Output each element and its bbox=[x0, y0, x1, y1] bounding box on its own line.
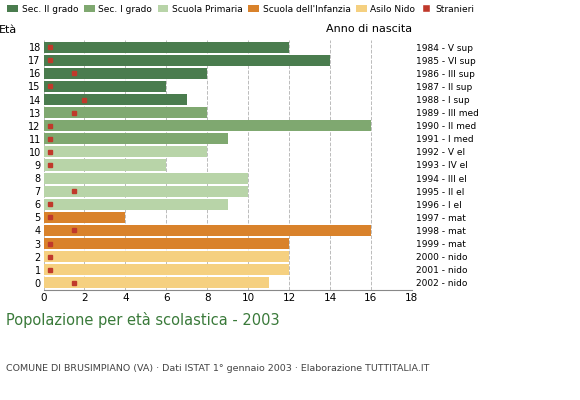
Text: Anno di nascita: Anno di nascita bbox=[326, 24, 412, 34]
Bar bbox=[44, 238, 289, 249]
Bar bbox=[44, 68, 207, 79]
Bar bbox=[44, 212, 125, 223]
Bar bbox=[44, 186, 248, 197]
Bar bbox=[44, 251, 289, 262]
Bar bbox=[44, 120, 371, 131]
Bar bbox=[44, 55, 330, 66]
Bar bbox=[44, 94, 187, 105]
Bar bbox=[44, 199, 227, 210]
Text: Popolazione per età scolastica - 2003: Popolazione per età scolastica - 2003 bbox=[6, 312, 280, 328]
Bar bbox=[44, 264, 289, 275]
Bar bbox=[44, 133, 227, 144]
Bar bbox=[44, 172, 248, 184]
Text: Età: Età bbox=[0, 25, 17, 35]
Legend: Sec. II grado, Sec. I grado, Scuola Primaria, Scuola dell'Infanzia, Asilo Nido, : Sec. II grado, Sec. I grado, Scuola Prim… bbox=[8, 4, 474, 14]
Bar bbox=[44, 146, 207, 158]
Bar bbox=[44, 225, 371, 236]
Text: COMUNE DI BRUSIMPIANO (VA) · Dati ISTAT 1° gennaio 2003 · Elaborazione TUTTITALI: COMUNE DI BRUSIMPIANO (VA) · Dati ISTAT … bbox=[6, 364, 429, 373]
Bar bbox=[44, 81, 166, 92]
Bar bbox=[44, 107, 207, 118]
Bar bbox=[44, 42, 289, 53]
Bar bbox=[44, 277, 269, 288]
Bar bbox=[44, 160, 166, 170]
